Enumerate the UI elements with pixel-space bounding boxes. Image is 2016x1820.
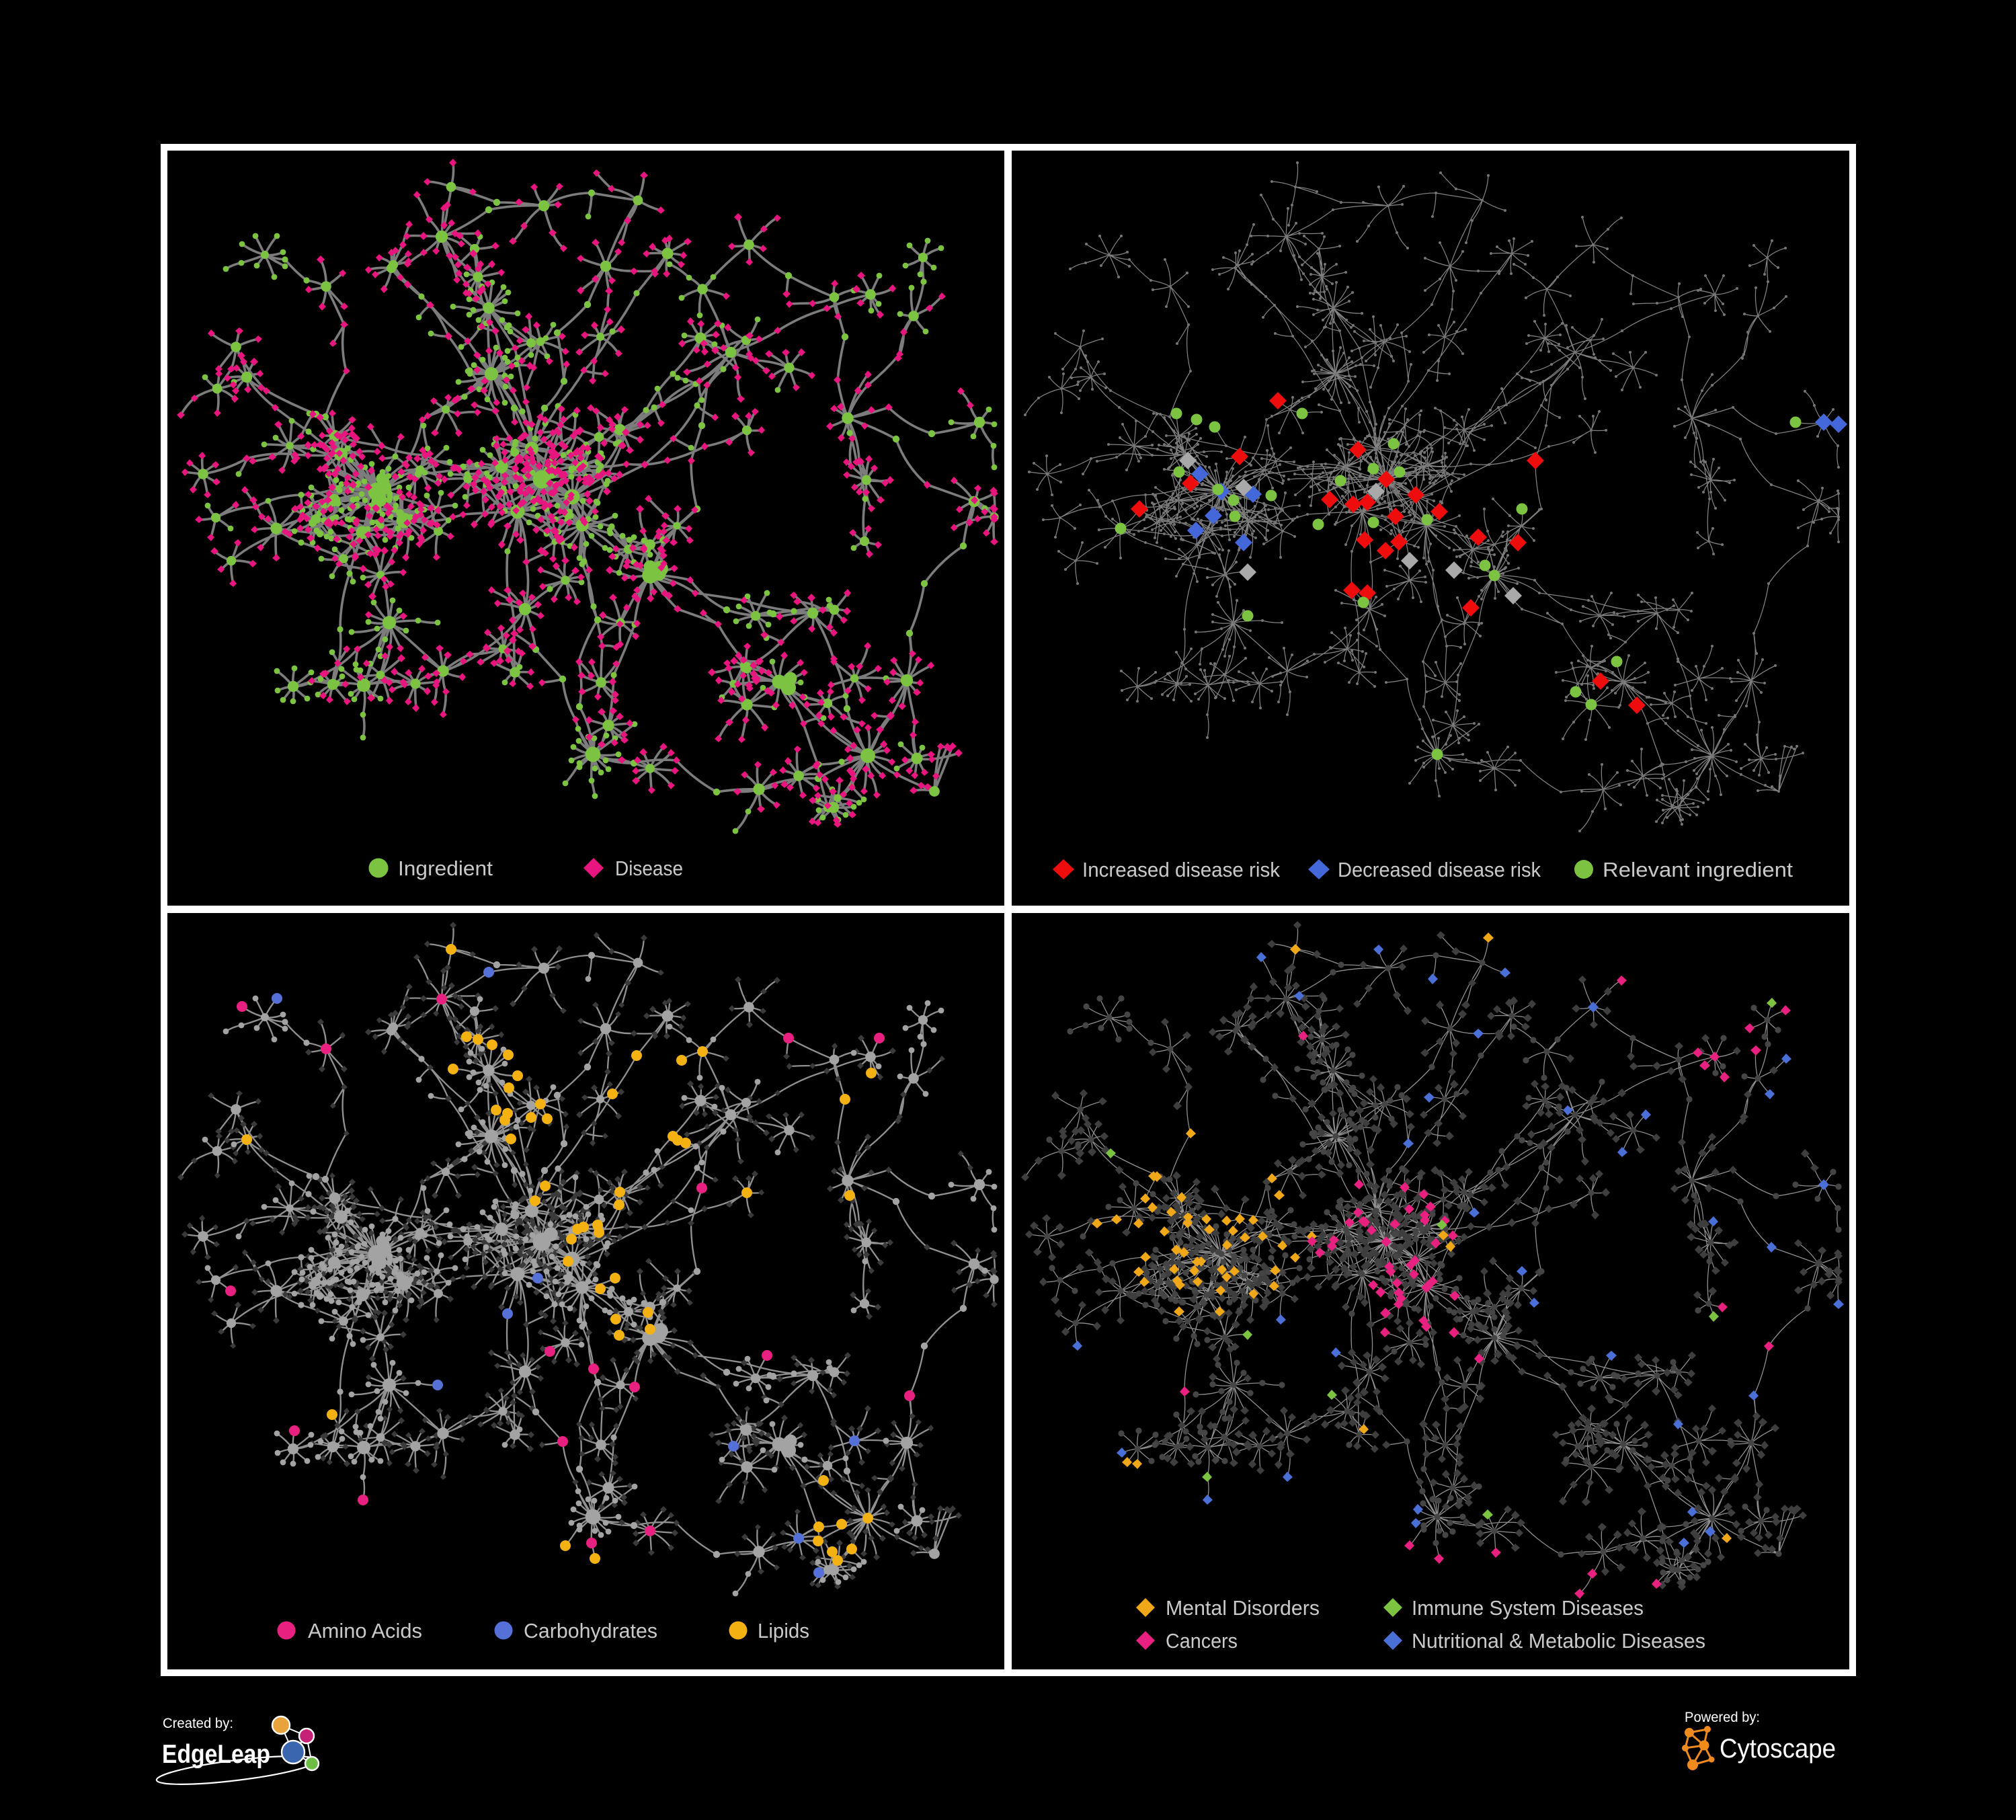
svg-text:Cytoscape: Cytoscape	[1720, 1734, 1836, 1764]
svg-text:Mental Disorders: Mental Disorders	[1166, 1596, 1320, 1620]
svg-text:Immune System Diseases: Immune System Diseases	[1412, 1596, 1644, 1620]
svg-text:Cancers: Cancers	[1166, 1629, 1238, 1653]
svg-text:Relevant ingredient: Relevant ingredient	[1603, 858, 1793, 881]
svg-text:Disease: Disease	[615, 857, 683, 880]
svg-text:EdgeLeap: EdgeLeap	[162, 1740, 270, 1769]
svg-text:Lipids: Lipids	[758, 1619, 809, 1643]
svg-text:Carbohydrates: Carbohydrates	[524, 1619, 657, 1643]
svg-text:Decreased disease risk: Decreased disease risk	[1338, 858, 1541, 881]
svg-text:Powered by:: Powered by:	[1685, 1710, 1760, 1725]
svg-text:Nutritional & Metabolic Diseas: Nutritional & Metabolic Diseases	[1412, 1629, 1705, 1653]
svg-text:Ingredient: Ingredient	[398, 857, 493, 880]
svg-text:Created by:: Created by:	[163, 1716, 233, 1731]
svg-text:Amino Acids: Amino Acids	[308, 1619, 422, 1643]
svg-text:Increased disease risk: Increased disease risk	[1082, 858, 1280, 881]
